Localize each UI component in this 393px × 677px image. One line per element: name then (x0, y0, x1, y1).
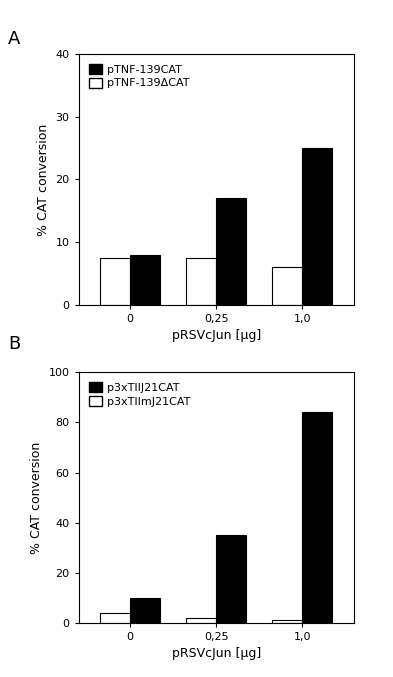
Legend: p3xTIIJ21CAT, p3xTIImJ21CAT: p3xTIIJ21CAT, p3xTIImJ21CAT (84, 378, 195, 411)
Bar (216, 535, 246, 623)
Bar (302, 148, 332, 305)
Bar (216, 198, 246, 305)
Bar (272, 267, 302, 305)
Y-axis label: % CAT conversion: % CAT conversion (30, 441, 43, 554)
Legend: pTNF-139CAT, pTNF-139ΔCAT: pTNF-139CAT, pTNF-139ΔCAT (84, 60, 195, 93)
Text: A: A (8, 30, 20, 49)
Text: B: B (8, 335, 20, 353)
Bar (100, 613, 130, 623)
X-axis label: pRSVcJun [µg]: pRSVcJun [µg] (171, 329, 261, 343)
Bar (302, 412, 332, 623)
X-axis label: pRSVcJun [µg]: pRSVcJun [µg] (171, 647, 261, 661)
Bar (186, 618, 216, 623)
Bar (272, 620, 302, 623)
Bar (130, 255, 160, 305)
Y-axis label: % CAT conversion: % CAT conversion (37, 123, 50, 236)
Bar (130, 598, 160, 623)
Bar (186, 258, 216, 305)
Bar (100, 258, 130, 305)
